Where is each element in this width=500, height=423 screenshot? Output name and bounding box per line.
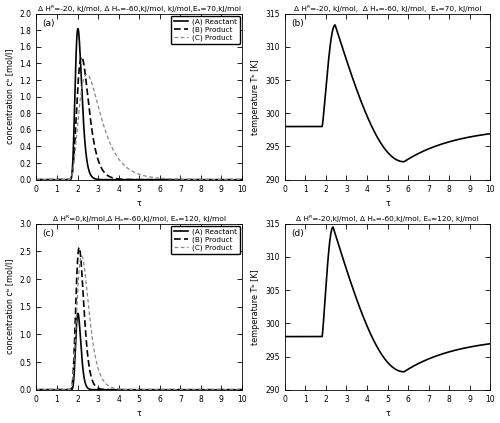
Legend: (A) Reactant, (B) Product, (C) Product: (A) Reactant, (B) Product, (C) Product (171, 226, 240, 254)
X-axis label: τ: τ (137, 199, 141, 208)
Title: Δ Hᴿ=-20, kJ/mol,  Δ Hₐ=-60, kJ/mol,  Eₐ=70, kJ/mol: Δ Hᴿ=-20, kJ/mol, Δ Hₐ=-60, kJ/mol, Eₐ=7… (294, 5, 482, 12)
Y-axis label: concentration cᵇ [mol/l]: concentration cᵇ [mol/l] (5, 259, 14, 354)
X-axis label: τ: τ (385, 409, 390, 418)
Text: (a): (a) (42, 19, 55, 27)
Y-axis label: temperature Tᵇ [K]: temperature Tᵇ [K] (250, 269, 260, 345)
X-axis label: τ: τ (137, 409, 141, 418)
Title: Δ Hᴿ=0,kJ/mol,Δ Hₐ=-60,kJ/mol, Eₐ=120, kJ/mol: Δ Hᴿ=0,kJ/mol,Δ Hₐ=-60,kJ/mol, Eₐ=120, k… (52, 215, 226, 222)
Y-axis label: temperature Tᵇ [K]: temperature Tᵇ [K] (250, 59, 260, 135)
Y-axis label: concentration cᵇ [mol/l]: concentration cᵇ [mol/l] (5, 49, 14, 144)
Text: (b): (b) (291, 19, 304, 27)
Title: Δ Hᴿ=-20,kJ/mol, Δ Hₐ=-60,kJ/mol, Eₐ=120, kJ/mol: Δ Hᴿ=-20,kJ/mol, Δ Hₐ=-60,kJ/mol, Eₐ=120… (296, 215, 479, 222)
Text: (c): (c) (42, 229, 54, 238)
Text: (d): (d) (291, 229, 304, 238)
X-axis label: τ: τ (385, 199, 390, 208)
Legend: (A) Reactant, (B) Product, (C) Product: (A) Reactant, (B) Product, (C) Product (171, 16, 240, 44)
Title: Δ Hᴿ=-20, kJ/mol, Δ Hₐ=-60,kJ/mol, kJ/mol,Eₐ=70,kJ/mol: Δ Hᴿ=-20, kJ/mol, Δ Hₐ=-60,kJ/mol, kJ/mo… (38, 5, 240, 12)
